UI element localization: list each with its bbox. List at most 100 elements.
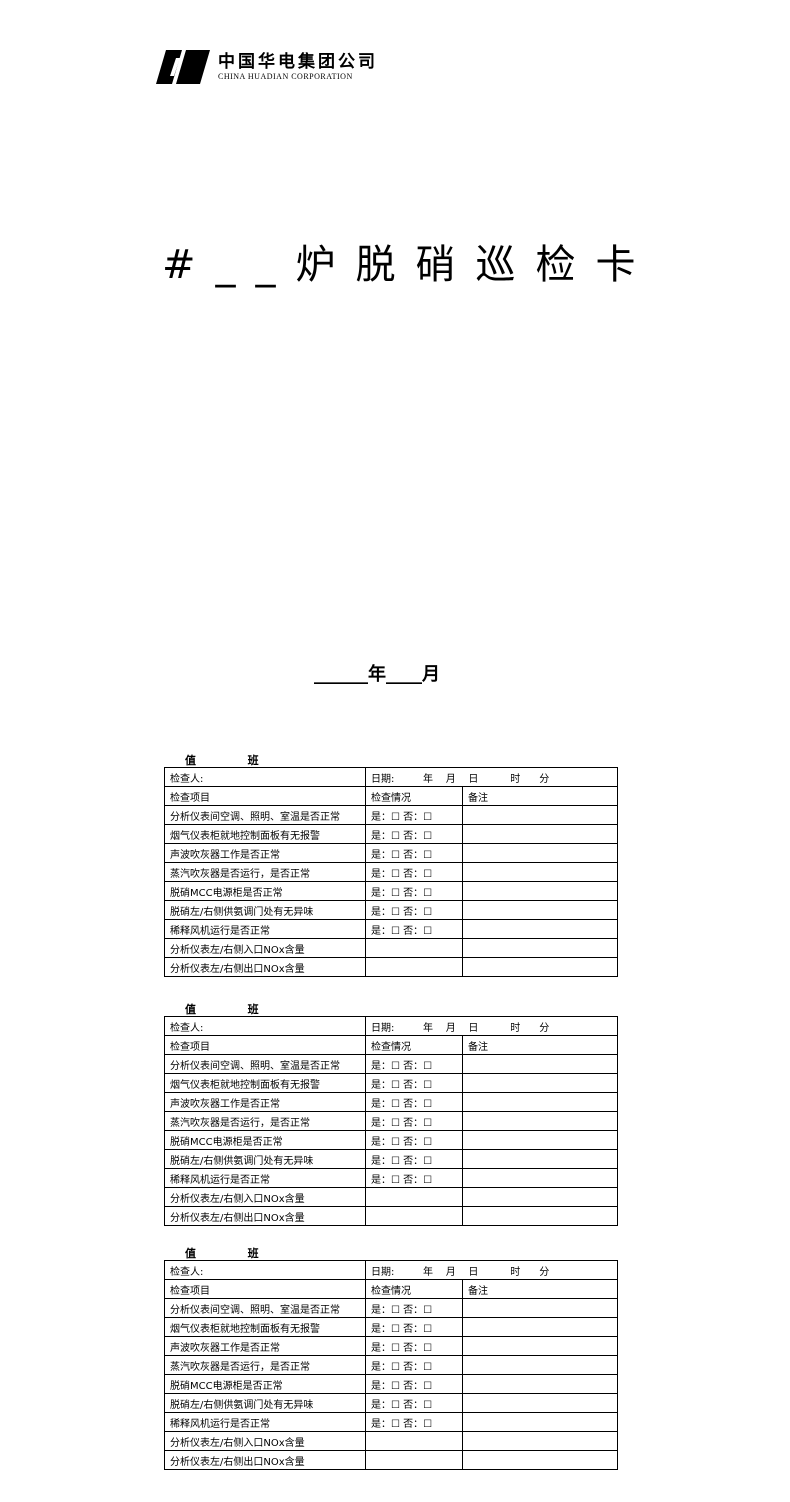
header-status: 检查情况: [365, 786, 463, 806]
note-cell[interactable]: [462, 843, 618, 863]
note-cell[interactable]: [462, 1393, 618, 1413]
yes-no-checkbox[interactable]: 是：☐ 否：☐: [365, 1393, 463, 1413]
measure-value-cell[interactable]: [365, 1206, 463, 1226]
check-item: 烟气仪表柜就地控制面板有无报警: [164, 1317, 366, 1337]
note-cell[interactable]: [462, 1054, 618, 1074]
table-row: 蒸汽吹灰器是否运行，是否正常 是：☐ 否：☐: [164, 1111, 618, 1131]
check-item: 声波吹灰器工作是否正常: [164, 1092, 366, 1112]
table-row: 分析仪表左/右侧入口NOx含量: [164, 938, 618, 958]
note-cell[interactable]: [462, 1187, 618, 1207]
note-cell[interactable]: [462, 824, 618, 844]
note-cell[interactable]: [462, 1206, 618, 1226]
table-row: 脱硝左/右侧供氨调门处有无异味 是：☐ 否：☐: [164, 1393, 618, 1413]
note-cell[interactable]: [462, 1092, 618, 1112]
table-row: 分析仪表左/右侧入口NOx含量: [164, 1187, 618, 1207]
yes-no-checkbox[interactable]: 是：☐ 否：☐: [365, 1374, 463, 1394]
table-row: 分析仪表间空调、照明、室温是否正常 是：☐ 否：☐: [164, 805, 618, 825]
note-cell[interactable]: [462, 1073, 618, 1093]
measure-value-cell[interactable]: [365, 957, 463, 977]
table-row: 稀释风机运行是否正常 是：☐ 否：☐: [164, 1412, 618, 1432]
yes-no-checkbox[interactable]: 是：☐ 否：☐: [365, 805, 463, 825]
measure-item: 分析仪表左/右侧出口NOx含量: [164, 1206, 366, 1226]
logo-chinese: 中国华电集团公司: [218, 52, 378, 72]
table-row: 分析仪表间空调、照明、室温是否正常 是：☐ 否：☐: [164, 1054, 618, 1074]
note-cell[interactable]: [462, 1168, 618, 1188]
check-item: 烟气仪表柜就地控制面板有无报警: [164, 824, 366, 844]
table-header: 检查项目 检查情况 备注: [164, 1279, 618, 1299]
header-note: 备注: [462, 1279, 618, 1299]
note-cell[interactable]: [462, 1374, 618, 1394]
check-item: 脱硝左/右侧供氨调门处有无异味: [164, 1149, 366, 1169]
note-cell[interactable]: [462, 805, 618, 825]
yes-no-checkbox[interactable]: 是：☐ 否：☐: [365, 1412, 463, 1432]
inspector-cell[interactable]: 检查人:: [164, 1260, 366, 1280]
note-cell[interactable]: [462, 1298, 618, 1318]
page-title: #__炉脱硝巡检卡: [162, 242, 656, 288]
yes-no-checkbox[interactable]: 是：☐ 否：☐: [365, 1298, 463, 1318]
measure-value-cell[interactable]: [365, 938, 463, 958]
note-cell[interactable]: [462, 1149, 618, 1169]
shift-label: 值 班: [185, 1247, 259, 1260]
note-cell[interactable]: [462, 1431, 618, 1451]
note-cell[interactable]: [462, 1412, 618, 1432]
measure-item: 分析仪表左/右侧出口NOx含量: [164, 957, 366, 977]
table-row: 声波吹灰器工作是否正常 是：☐ 否：☐: [164, 1336, 618, 1356]
yes-no-checkbox[interactable]: 是：☐ 否：☐: [365, 919, 463, 939]
measure-item: 分析仪表左/右侧出口NOx含量: [164, 1450, 366, 1470]
table-row: 烟气仪表柜就地控制面板有无报警 是：☐ 否：☐: [164, 1317, 618, 1337]
note-cell[interactable]: [462, 957, 618, 977]
measure-value-cell[interactable]: [365, 1450, 463, 1470]
table-row: 声波吹灰器工作是否正常 是：☐ 否：☐: [164, 1092, 618, 1112]
yes-no-checkbox[interactable]: 是：☐ 否：☐: [365, 1092, 463, 1112]
yes-no-checkbox[interactable]: 是：☐ 否：☐: [365, 881, 463, 901]
yes-no-checkbox[interactable]: 是：☐ 否：☐: [365, 1355, 463, 1375]
huadian-logo-icon: [156, 50, 210, 84]
header-item: 检查项目: [164, 1035, 366, 1055]
date-cell[interactable]: 日期: 年 月 日 时 分: [365, 1260, 618, 1280]
date-cell[interactable]: 日期: 年 月 日 时 分: [365, 1016, 618, 1036]
inspector-cell[interactable]: 检查人:: [164, 1016, 366, 1036]
measure-value-cell[interactable]: [365, 1187, 463, 1207]
note-cell[interactable]: [462, 919, 618, 939]
table-row: 分析仪表左/右侧出口NOx含量: [164, 957, 618, 977]
yes-no-checkbox[interactable]: 是：☐ 否：☐: [365, 843, 463, 863]
check-item: 声波吹灰器工作是否正常: [164, 843, 366, 863]
check-item: 脱硝MCC电源柜是否正常: [164, 1374, 366, 1394]
check-item: 分析仪表间空调、照明、室温是否正常: [164, 1298, 366, 1318]
measure-value-cell[interactable]: [365, 1431, 463, 1451]
yes-no-checkbox[interactable]: 是：☐ 否：☐: [365, 900, 463, 920]
note-cell[interactable]: [462, 881, 618, 901]
yes-no-checkbox[interactable]: 是：☐ 否：☐: [365, 1317, 463, 1337]
check-item: 分析仪表间空调、照明、室温是否正常: [164, 805, 366, 825]
yes-no-checkbox[interactable]: 是：☐ 否：☐: [365, 1149, 463, 1169]
yes-no-checkbox[interactable]: 是：☐ 否：☐: [365, 1130, 463, 1150]
table-row: 检查人: 日期: 年 月 日 时 分: [164, 767, 618, 787]
note-cell[interactable]: [462, 1317, 618, 1337]
note-cell[interactable]: [462, 1130, 618, 1150]
table-row: 声波吹灰器工作是否正常 是：☐ 否：☐: [164, 843, 618, 863]
table-row: 脱硝左/右侧供氨调门处有无异味 是：☐ 否：☐: [164, 1149, 618, 1169]
note-cell[interactable]: [462, 1450, 618, 1470]
inspector-cell[interactable]: 检查人:: [164, 767, 366, 787]
check-item: 脱硝左/右侧供氨调门处有无异味: [164, 1393, 366, 1413]
note-cell[interactable]: [462, 1336, 618, 1356]
check-item: 稀释风机运行是否正常: [164, 1412, 366, 1432]
yes-no-checkbox[interactable]: 是：☐ 否：☐: [365, 1073, 463, 1093]
yes-no-checkbox[interactable]: 是：☐ 否：☐: [365, 862, 463, 882]
date-cell[interactable]: 日期: 年 月 日 时 分: [365, 767, 618, 787]
yes-no-checkbox[interactable]: 是：☐ 否：☐: [365, 824, 463, 844]
note-cell[interactable]: [462, 938, 618, 958]
yes-no-checkbox[interactable]: 是：☐ 否：☐: [365, 1168, 463, 1188]
note-cell[interactable]: [462, 1355, 618, 1375]
note-cell[interactable]: [462, 1111, 618, 1131]
yes-no-checkbox[interactable]: 是：☐ 否：☐: [365, 1336, 463, 1356]
shift-label: 值 班: [185, 1003, 259, 1016]
yes-no-checkbox[interactable]: 是：☐ 否：☐: [365, 1111, 463, 1131]
inspection-table: 检查人: 日期: 年 月 日 时 分检查项目 检查情况 备注 分析仪表间空调、照明、室温…: [164, 1016, 618, 1226]
table-row: 烟气仪表柜就地控制面板有无报警 是：☐ 否：☐: [164, 824, 618, 844]
yes-no-checkbox[interactable]: 是：☐ 否：☐: [365, 1054, 463, 1074]
note-cell[interactable]: [462, 900, 618, 920]
table-row: 分析仪表间空调、照明、室温是否正常 是：☐ 否：☐: [164, 1298, 618, 1318]
note-cell[interactable]: [462, 862, 618, 882]
table-row: 烟气仪表柜就地控制面板有无报警 是：☐ 否：☐: [164, 1073, 618, 1093]
